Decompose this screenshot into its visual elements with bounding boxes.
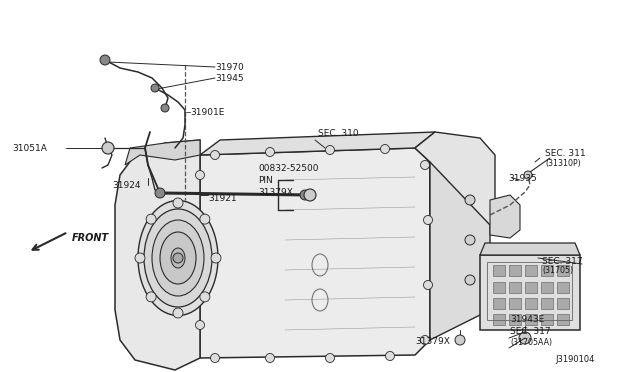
- Polygon shape: [480, 255, 580, 330]
- Text: SEC. 317: SEC. 317: [510, 327, 550, 337]
- Circle shape: [173, 253, 183, 263]
- Bar: [509, 265, 521, 276]
- Polygon shape: [115, 140, 200, 370]
- Polygon shape: [490, 195, 520, 238]
- Bar: [525, 265, 537, 276]
- Circle shape: [300, 190, 310, 200]
- Text: PIN: PIN: [258, 176, 273, 185]
- Polygon shape: [415, 132, 495, 230]
- Bar: [493, 298, 505, 309]
- Circle shape: [465, 195, 475, 205]
- Bar: [525, 298, 537, 309]
- Bar: [525, 282, 537, 293]
- Circle shape: [381, 144, 390, 154]
- Circle shape: [326, 353, 335, 362]
- Circle shape: [455, 335, 465, 345]
- Bar: [487, 262, 572, 320]
- Text: 31379X: 31379X: [258, 187, 293, 196]
- Text: 31924: 31924: [112, 180, 141, 189]
- Bar: [557, 314, 569, 325]
- Bar: [493, 314, 505, 325]
- Circle shape: [173, 308, 183, 318]
- Text: 31051A: 31051A: [12, 144, 47, 153]
- Polygon shape: [125, 140, 200, 165]
- Circle shape: [465, 235, 475, 245]
- Circle shape: [424, 215, 433, 224]
- Text: 31970: 31970: [215, 62, 244, 71]
- Bar: [509, 314, 521, 325]
- Bar: [509, 282, 521, 293]
- Circle shape: [424, 280, 433, 289]
- Bar: [541, 298, 553, 309]
- Circle shape: [465, 275, 475, 285]
- Circle shape: [146, 214, 156, 224]
- Circle shape: [195, 170, 205, 180]
- Text: 31379X: 31379X: [415, 337, 450, 346]
- Circle shape: [146, 292, 156, 302]
- Text: FRONT: FRONT: [72, 233, 109, 243]
- Circle shape: [161, 104, 169, 112]
- Bar: [541, 265, 553, 276]
- Circle shape: [266, 148, 275, 157]
- Circle shape: [102, 142, 114, 154]
- Circle shape: [211, 253, 221, 263]
- Ellipse shape: [138, 201, 218, 315]
- Bar: [525, 314, 537, 325]
- Text: SEC. 310: SEC. 310: [318, 128, 358, 138]
- Ellipse shape: [144, 209, 212, 307]
- Text: 31945: 31945: [215, 74, 244, 83]
- Circle shape: [195, 235, 205, 244]
- Circle shape: [200, 214, 210, 224]
- Circle shape: [195, 321, 205, 330]
- Bar: [493, 282, 505, 293]
- Circle shape: [304, 189, 316, 201]
- Polygon shape: [480, 243, 580, 255]
- Circle shape: [155, 188, 165, 198]
- Text: J3190104: J3190104: [555, 356, 595, 365]
- Circle shape: [266, 353, 275, 362]
- Circle shape: [420, 336, 429, 344]
- Circle shape: [211, 353, 220, 362]
- Circle shape: [100, 55, 110, 65]
- Bar: [557, 265, 569, 276]
- Circle shape: [173, 198, 183, 208]
- Polygon shape: [430, 162, 490, 340]
- Text: 31921: 31921: [208, 193, 237, 202]
- Circle shape: [211, 151, 220, 160]
- Circle shape: [524, 171, 532, 179]
- Bar: [493, 265, 505, 276]
- Bar: [557, 298, 569, 309]
- Circle shape: [420, 160, 429, 170]
- Text: SEC. 311: SEC. 311: [545, 148, 586, 157]
- Circle shape: [200, 292, 210, 302]
- Polygon shape: [200, 132, 435, 155]
- Text: 31943E: 31943E: [510, 315, 544, 324]
- Text: (31705AA): (31705AA): [510, 339, 552, 347]
- Text: 31935: 31935: [508, 173, 537, 183]
- Circle shape: [326, 145, 335, 154]
- Bar: [541, 314, 553, 325]
- Ellipse shape: [160, 232, 196, 284]
- Bar: [509, 298, 521, 309]
- Text: (31705): (31705): [542, 266, 573, 276]
- Bar: [557, 282, 569, 293]
- Circle shape: [519, 332, 531, 344]
- Circle shape: [135, 253, 145, 263]
- Ellipse shape: [171, 248, 185, 268]
- Text: 31901E: 31901E: [190, 108, 225, 116]
- Ellipse shape: [152, 220, 204, 296]
- Polygon shape: [415, 132, 450, 162]
- Circle shape: [385, 352, 394, 360]
- Text: 00832-52500: 00832-52500: [258, 164, 319, 173]
- Text: (31310P): (31310P): [545, 158, 580, 167]
- Bar: [541, 282, 553, 293]
- Text: SEC. 317: SEC. 317: [542, 257, 582, 266]
- Circle shape: [151, 84, 159, 92]
- Polygon shape: [200, 148, 430, 358]
